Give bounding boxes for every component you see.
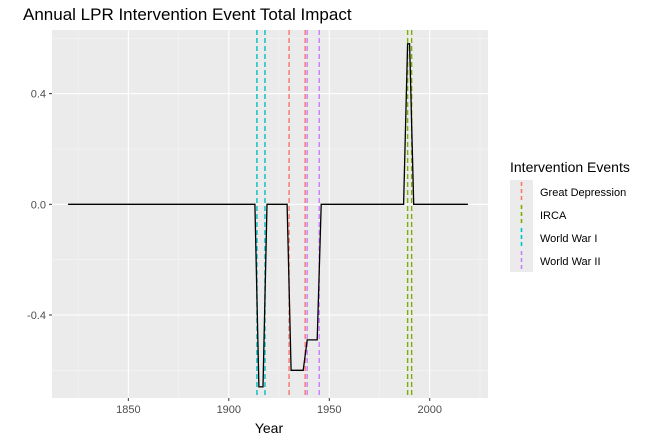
legend-label: World War I bbox=[540, 233, 597, 245]
series bbox=[68, 43, 468, 388]
x-axis-title: Year bbox=[255, 420, 284, 436]
plot-panel bbox=[52, 30, 488, 398]
x-tick-label: 1950 bbox=[317, 404, 341, 416]
x-tick-label: 1900 bbox=[217, 404, 241, 416]
x-tick-label: 2000 bbox=[417, 404, 441, 416]
legend-label: IRCA bbox=[540, 210, 567, 222]
chart-title: Annual LPR Intervention Event Total Impa… bbox=[23, 5, 352, 24]
legend: Intervention Events Great Depression IRCA… bbox=[510, 159, 630, 272]
x-tick-label: 1850 bbox=[116, 404, 140, 416]
legend-title: Intervention Events bbox=[510, 159, 630, 175]
minor-grid bbox=[52, 30, 488, 398]
y-tick-label: -0.4 bbox=[27, 310, 46, 322]
event-lines bbox=[256, 30, 413, 398]
x-axis: 1850 1900 1950 2000 bbox=[116, 398, 442, 416]
y-axis: 0.4 0.0 -0.4 bbox=[27, 89, 52, 322]
legend-label: World War II bbox=[540, 256, 601, 268]
legend-label: Great Depression bbox=[540, 187, 626, 199]
y-tick-label: 0.4 bbox=[31, 89, 46, 101]
y-tick-label: 0.0 bbox=[31, 199, 46, 211]
series-line bbox=[68, 43, 468, 388]
